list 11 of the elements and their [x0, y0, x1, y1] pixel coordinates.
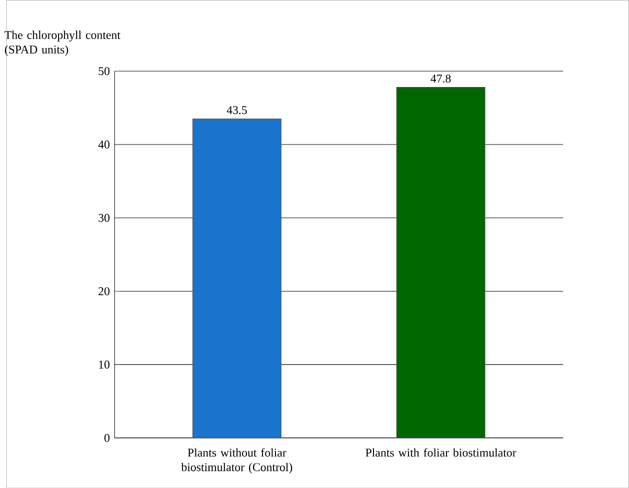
data-label: 47.8 — [430, 74, 451, 82]
y-tick-label: 20 — [98, 287, 110, 296]
x-tick-label: Plants without foliar biostimulator (Control) — [181, 448, 292, 474]
x-tick-label: Plants with foliar biostimulator — [366, 448, 516, 457]
y-tick-label: 50 — [98, 67, 110, 76]
y-tick-label: 0 — [104, 434, 110, 442]
y-tick-label: 10 — [99, 360, 110, 368]
y-axis-title: The chlorophyll content (SPAD units) — [4, 30, 120, 56]
y-tick-label: 30 — [98, 214, 110, 222]
y-tick-label: 40 — [98, 140, 110, 148]
data-label: 43.5 — [226, 106, 247, 114]
